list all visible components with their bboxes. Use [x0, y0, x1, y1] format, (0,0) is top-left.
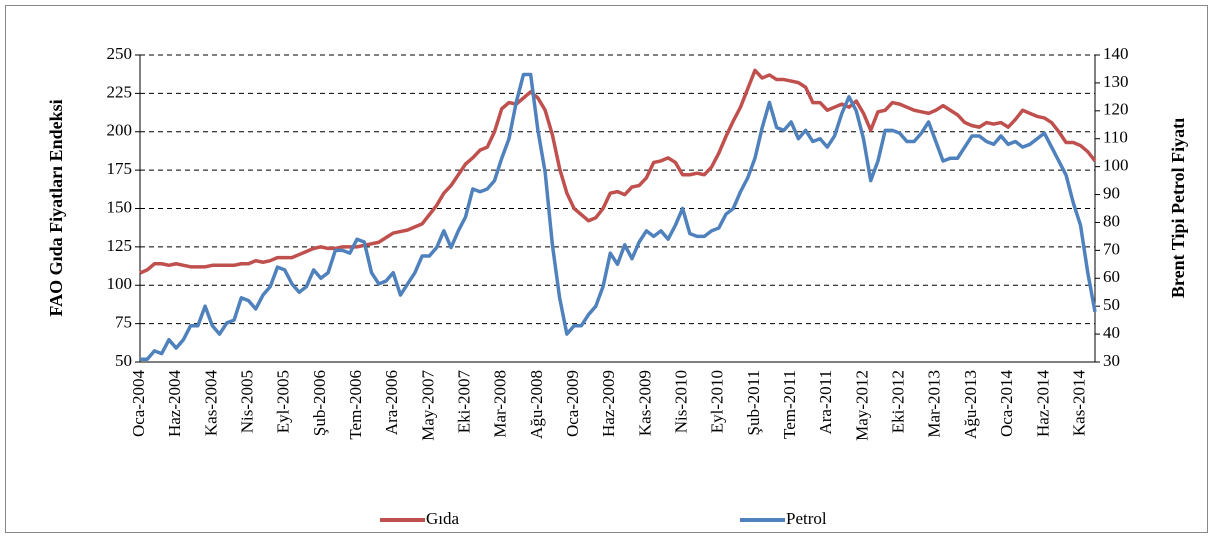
- x-tick-label: Tem-2006: [346, 370, 365, 440]
- x-tick-label: Eki-2012: [889, 370, 908, 433]
- x-tick-label: Oca-2004: [129, 370, 148, 438]
- x-tick-label: Oca-2009: [563, 370, 582, 437]
- y-tick-label: 225: [107, 82, 133, 101]
- x-tick-label: Haz-2014: [1033, 370, 1052, 438]
- y2-tick-label: 140: [1103, 44, 1129, 63]
- x-tick-label: Nis-2010: [672, 370, 691, 433]
- y2-tick-label: 130: [1103, 72, 1129, 91]
- x-tick-label: Haz-2004: [165, 370, 184, 438]
- y-tick-label: 175: [107, 159, 133, 178]
- y2-tick-label: 90: [1103, 183, 1120, 202]
- x-tick-label: Şub-2006: [310, 370, 329, 436]
- y2-tick-label: 80: [1103, 211, 1120, 230]
- legend-label: Petrol: [786, 509, 827, 528]
- series-line: [140, 72, 1097, 361]
- x-tick-label: Ara-2011: [816, 370, 835, 435]
- x-tick-label: Kas-2009: [635, 370, 654, 436]
- series-line: [139, 68, 1097, 275]
- x-tick-label: Ara-2006: [382, 370, 401, 435]
- y2-tick-label: 100: [1103, 156, 1129, 175]
- x-tick-label: May-2012: [852, 370, 871, 441]
- y-tick-label: 250: [107, 44, 133, 63]
- y2-tick-label: 50: [1103, 295, 1120, 314]
- x-tick-label: Mar-2008: [491, 370, 510, 438]
- y2-tick-label: 110: [1103, 128, 1128, 147]
- x-tick-label: Nis-2005: [237, 370, 256, 433]
- y-tick-label: 150: [107, 197, 133, 216]
- x-tick-label: Eki-2007: [454, 370, 473, 434]
- x-tick-label: Ağu-2008: [527, 370, 546, 439]
- x-tick-label: Eyl-2010: [708, 370, 727, 433]
- y2-tick-label: 60: [1103, 267, 1120, 286]
- x-tick-label: Kas-2014: [1069, 370, 1088, 437]
- y-tick-label: 50: [115, 351, 132, 370]
- legend-label: Gıda: [426, 509, 460, 528]
- x-tick-label: Ağu-2013: [961, 370, 980, 439]
- y2-tick-label: 120: [1103, 100, 1129, 119]
- y-tick-label: 75: [115, 313, 132, 332]
- x-tick-label: May-2007: [418, 370, 437, 441]
- x-tick-label: Oca-2014: [997, 370, 1016, 438]
- x-tick-label: Şub-2011: [744, 370, 763, 436]
- y2-tick-label: 30: [1103, 351, 1120, 370]
- x-tick-label: Haz-2009: [599, 370, 618, 437]
- y-tick-label: 100: [107, 274, 133, 293]
- x-tick-label: Kas-2004: [201, 370, 220, 437]
- x-tick-label: Mar-2013: [925, 370, 944, 438]
- y-axis-title: FAO Gıda Fiyatları Endeksi: [46, 99, 66, 316]
- x-tick-label: Eyl-2005: [274, 370, 293, 433]
- y-tick-label: 125: [107, 236, 133, 255]
- y-tick-label: 200: [107, 121, 133, 140]
- y2-tick-label: 40: [1103, 323, 1120, 342]
- x-tick-label: Tem-2011: [780, 370, 799, 439]
- y2-tick-label: 70: [1103, 239, 1120, 258]
- y2-axis-title: Brent Tipi Petrol Fiyatı: [1168, 118, 1188, 298]
